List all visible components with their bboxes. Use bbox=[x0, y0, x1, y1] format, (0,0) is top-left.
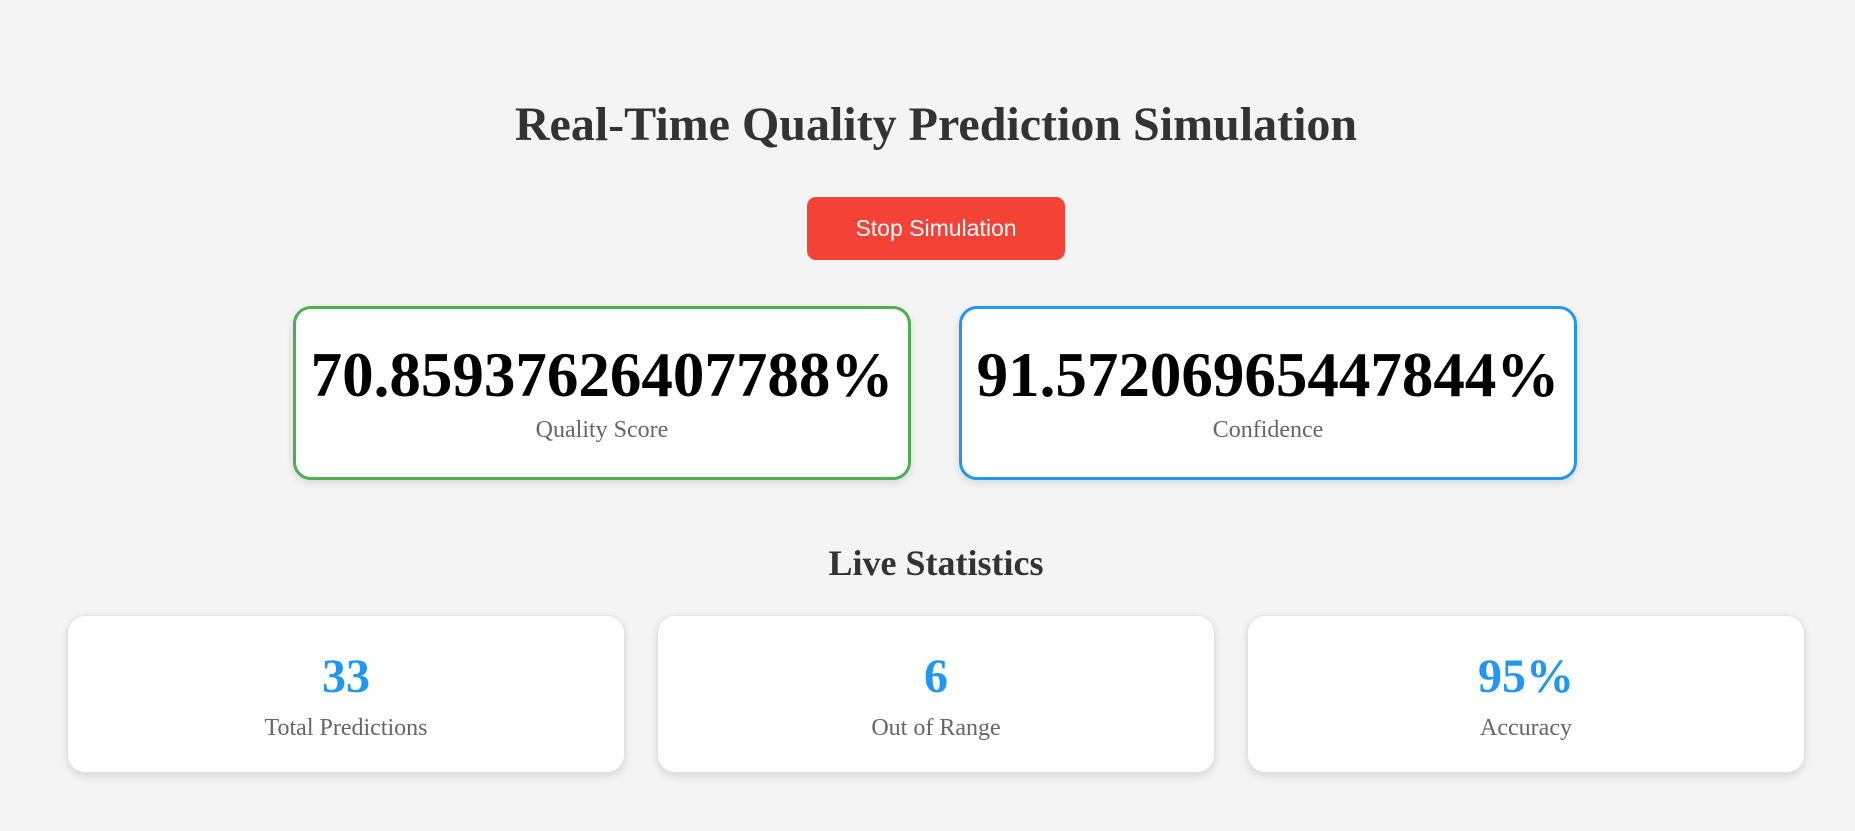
stop-simulation-button[interactable]: Stop Simulation bbox=[807, 197, 1065, 260]
total-predictions-value: 33 bbox=[322, 650, 370, 703]
total-predictions-card: 33 Total Predictions bbox=[67, 615, 625, 773]
accuracy-value: 95% bbox=[1478, 650, 1574, 703]
page-title: Real-Time Quality Prediction Simulation bbox=[514, 98, 1358, 151]
accuracy-card: 95% Accuracy bbox=[1247, 615, 1805, 773]
accuracy-label: Accuracy bbox=[1480, 715, 1572, 741]
confidence-label: Confidence bbox=[1212, 417, 1324, 443]
live-statistics-heading: Live Statistics bbox=[828, 543, 1044, 583]
quality-score-label: Quality Score bbox=[535, 417, 669, 443]
confidence-card: 91.57206965447844% Confidence bbox=[959, 306, 1577, 480]
confidence-value: 91.57206965447844% bbox=[976, 340, 1560, 410]
total-predictions-label: Total Predictions bbox=[264, 715, 428, 741]
out-of-range-value: 6 bbox=[924, 650, 948, 703]
quality-score-card: 70.85937626407788% Quality Score bbox=[293, 306, 911, 480]
out-of-range-label: Out of Range bbox=[871, 715, 1001, 741]
quality-score-value: 70.85937626407788% bbox=[310, 340, 894, 410]
out-of-range-card: 6 Out of Range bbox=[657, 615, 1215, 773]
